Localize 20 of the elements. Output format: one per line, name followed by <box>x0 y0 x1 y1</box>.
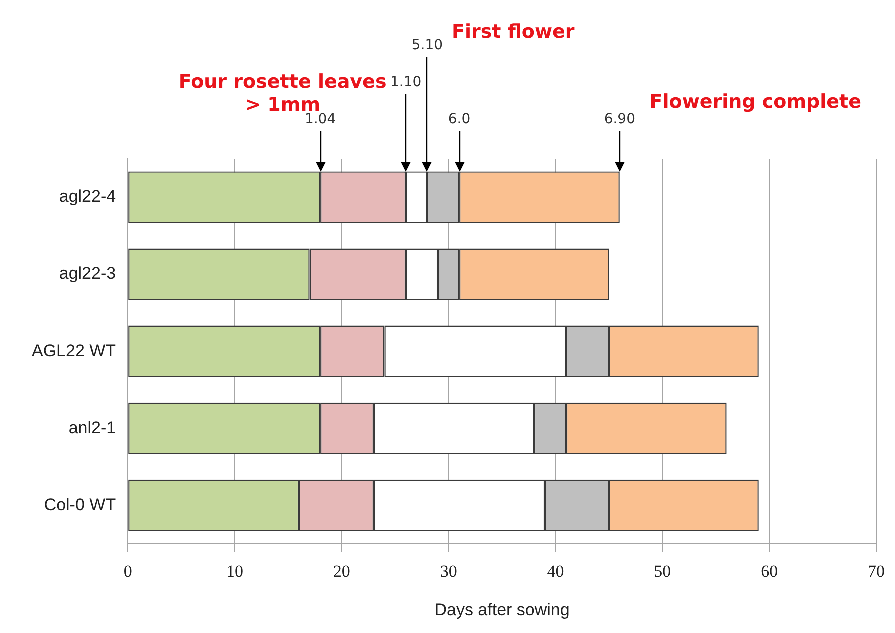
text: Flowering complete <box>650 90 862 113</box>
y-tick-label: AGL22 WT <box>32 341 116 360</box>
text: First flower <box>452 20 576 43</box>
y-tick-label: agl22-3 <box>59 264 116 284</box>
annotation: 1.10 <box>390 74 422 90</box>
x-tick-label: 0 <box>124 562 132 581</box>
annotation: 6.90 <box>604 111 636 128</box>
y-tick-label: anl2-1 <box>68 418 116 438</box>
y-tick-label: agl22-4 <box>59 187 116 206</box>
x-tick-label: 20 <box>333 562 350 581</box>
y-tick-label: Col-0 WT <box>44 495 116 514</box>
x-tick-label: 40 <box>547 562 564 581</box>
x-axis-title: Days after sowing <box>434 600 570 620</box>
x-tick-label: 10 <box>226 562 244 581</box>
annotation: 5.10 <box>412 37 444 54</box>
x-tick-label: 50 <box>654 562 672 581</box>
x-tick-label: 70 <box>868 562 885 581</box>
x-tick-label: 60 <box>761 562 778 581</box>
annotation: 6.0 <box>448 111 471 128</box>
x-tick-label: 30 <box>440 562 458 581</box>
